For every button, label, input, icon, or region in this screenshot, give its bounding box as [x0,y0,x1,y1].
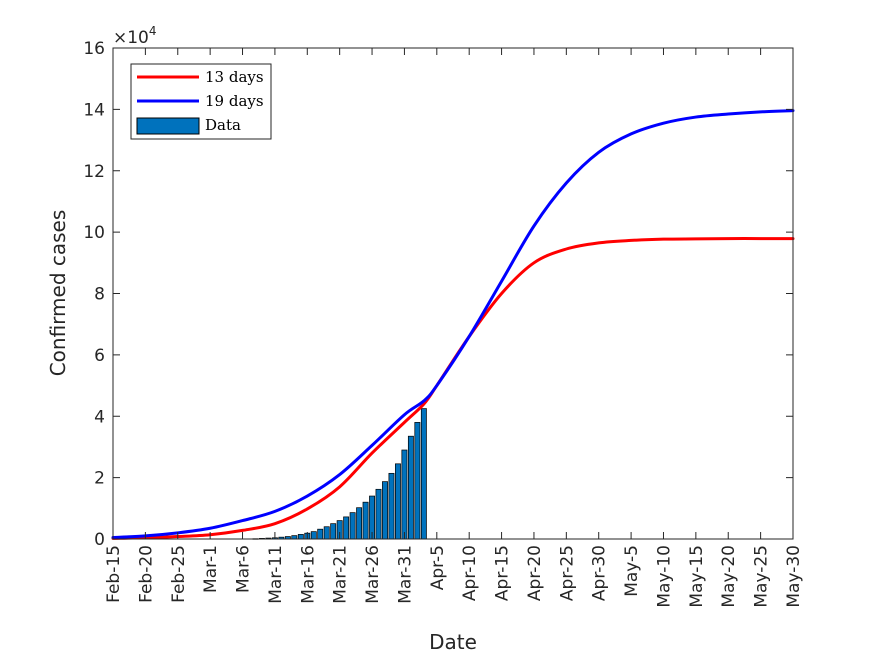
data-bar [382,481,388,540]
legend-label-data: Data [205,116,241,134]
legend: 13 days 19 days Data [130,63,272,140]
y-tick-labels: 0 2 4 6 8 10 12 14 16 [83,39,105,550]
data-bar [343,516,350,540]
data-bar [317,528,324,540]
data-bar [356,507,363,540]
x-tick-label: May-20 [719,545,739,608]
x-tick-label: Mar-16 [298,545,318,604]
data-bar [349,512,356,540]
data-bar [297,534,304,540]
axis-ticks [112,47,794,540]
y-tick-label: 16 [83,39,105,59]
x-tick-label: Mar-31 [395,545,415,604]
x-tick-label: Apr-15 [493,545,513,601]
y-tick-label: 10 [83,223,105,243]
y-tick-label: 6 [94,346,105,366]
y-tick-label: 12 [83,162,105,182]
data-bar [310,531,317,540]
y-tick-label: 14 [83,100,105,120]
x-tick-label: May-10 [654,545,674,608]
x-tick-label: Mar-11 [266,545,286,604]
data-bar [291,535,298,540]
y-multiplier-exponent: 4 [149,24,157,38]
x-tick-label: Feb-20 [136,545,156,603]
legend-label-13-days: 13 days [205,68,264,86]
y-tick-label: 0 [94,530,105,550]
data-bar [395,463,401,540]
x-tick-label: Apr-10 [460,545,480,601]
data-bar [401,449,408,540]
x-tick-label: Feb-25 [169,545,189,603]
x-tick-label: Apr-5 [428,545,448,590]
x-tick-label: Mar-1 [201,545,221,593]
data-bar [375,488,382,540]
x-tick-label: May-25 [752,545,772,608]
x-tick-label: May-5 [622,545,642,597]
data-bar [330,523,337,540]
y-tick-label: 2 [94,469,105,489]
legend-swatch-data [136,117,200,135]
y-tick-label: 8 [94,285,105,305]
x-axis-title: Date [429,630,477,654]
y-multiplier: ×104 [113,24,157,48]
data-bar [414,422,421,540]
x-tick-label: May-15 [687,545,707,608]
x-tick-label: Mar-6 [234,545,254,593]
data-bar [323,526,330,540]
x-tick-label: Apr-20 [525,545,545,601]
data-bar [388,472,395,540]
x-tick-label: Mar-26 [363,545,383,604]
x-tick-label: Apr-30 [590,545,610,601]
y-axis-title: Confirmed cases [46,210,70,377]
series-line-19-days [111,109,795,539]
x-tick-label: Apr-25 [557,545,577,601]
y-tick-label: 4 [94,407,105,427]
series-lines [111,109,795,540]
x-tick-labels: Feb-15 Feb-20 Feb-25 Mar-1 Mar-6 Mar-11 Mar-16… [104,545,804,608]
data-bar [407,435,414,540]
data-bar [362,501,369,540]
y-multiplier-prefix: ×10 [113,28,149,48]
legend-label-19-days: 19 days [205,92,264,110]
x-tick-label: May-30 [784,545,804,608]
data-bar [420,408,427,540]
x-tick-label: Feb-15 [104,545,124,603]
x-tick-label: Mar-21 [331,545,351,604]
